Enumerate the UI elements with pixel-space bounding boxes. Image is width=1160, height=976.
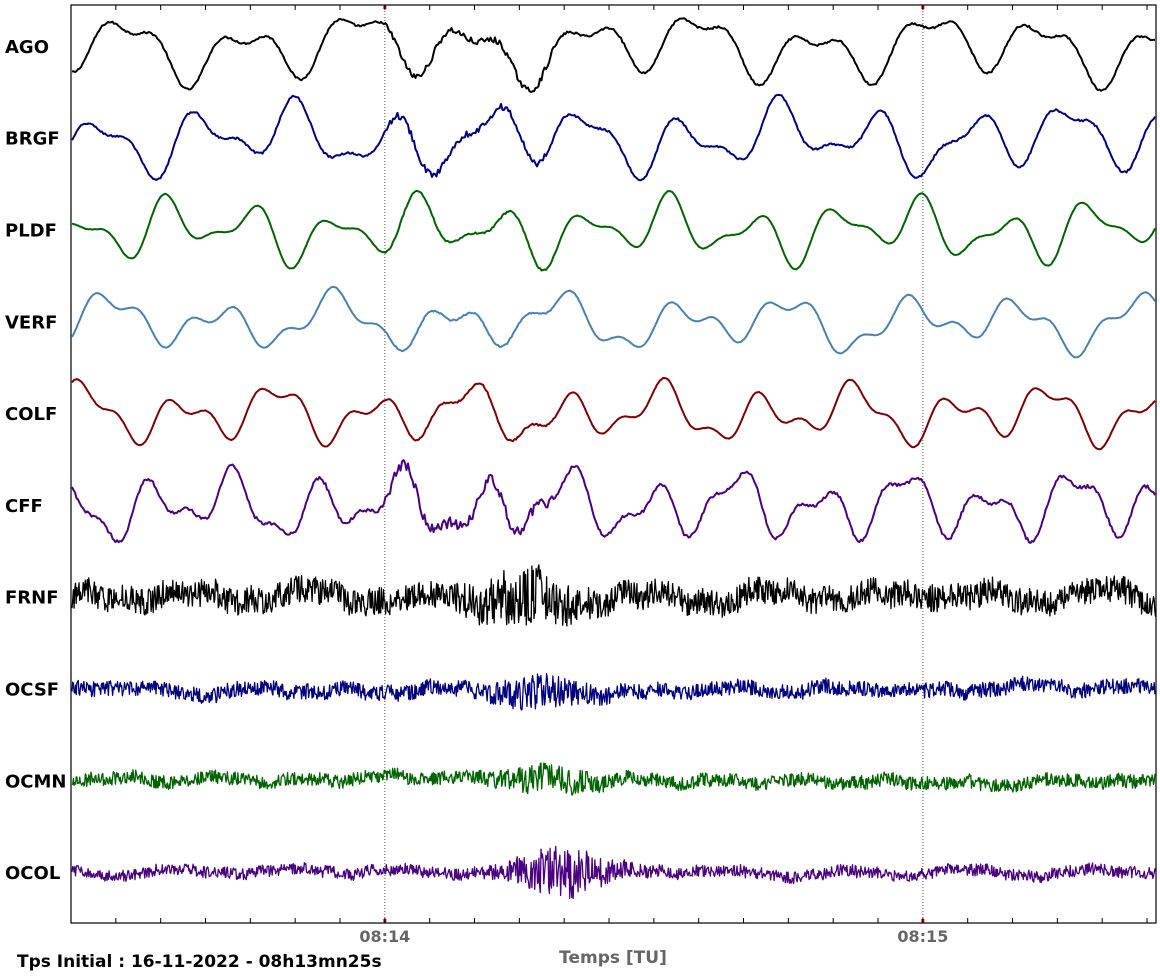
trace-frnf xyxy=(71,564,1157,627)
station-label-pldf: PLDF xyxy=(5,221,57,242)
trace-ocsf xyxy=(71,673,1157,711)
x-axis-ticks: 08:14 08:15 xyxy=(70,5,1148,946)
trace-pldf xyxy=(71,189,1156,272)
trace-ocmn xyxy=(71,762,1157,796)
trace-ocol xyxy=(71,845,1157,899)
station-label-ocsf: OCSF xyxy=(5,680,59,701)
station-label-ocol: OCOL xyxy=(5,863,60,884)
trace-brgf xyxy=(71,93,1156,182)
station-label-ocmn: OCMN xyxy=(5,771,67,792)
station-label-colf: COLF xyxy=(5,404,57,425)
station-label-cff: CFF xyxy=(5,496,43,517)
station-label-ago: AGO xyxy=(5,37,49,58)
station-labels: AGO BRGF PLDF VERF COLF CFF FRNF OCSF OCMN OCOL xyxy=(5,37,67,884)
plot-frame xyxy=(70,4,1157,924)
trace-colf xyxy=(71,377,1156,451)
trace-ago xyxy=(71,17,1156,93)
x-tick-label: 08:14 xyxy=(359,927,410,946)
x-axis-title: Temps [TU] xyxy=(559,948,667,968)
x-tick-label: 08:15 xyxy=(897,927,948,946)
traces-group xyxy=(71,17,1157,899)
station-label-verf: VERF xyxy=(5,312,57,333)
station-label-brgf: BRGF xyxy=(5,129,60,150)
trace-verf xyxy=(71,285,1156,359)
footer-start-time: Tps Initial : 16-11-2022 - 08h13mn25s xyxy=(17,952,382,972)
grid-lines xyxy=(384,5,924,923)
trace-cff xyxy=(71,459,1156,544)
station-label-frnf: FRNF xyxy=(5,588,59,609)
